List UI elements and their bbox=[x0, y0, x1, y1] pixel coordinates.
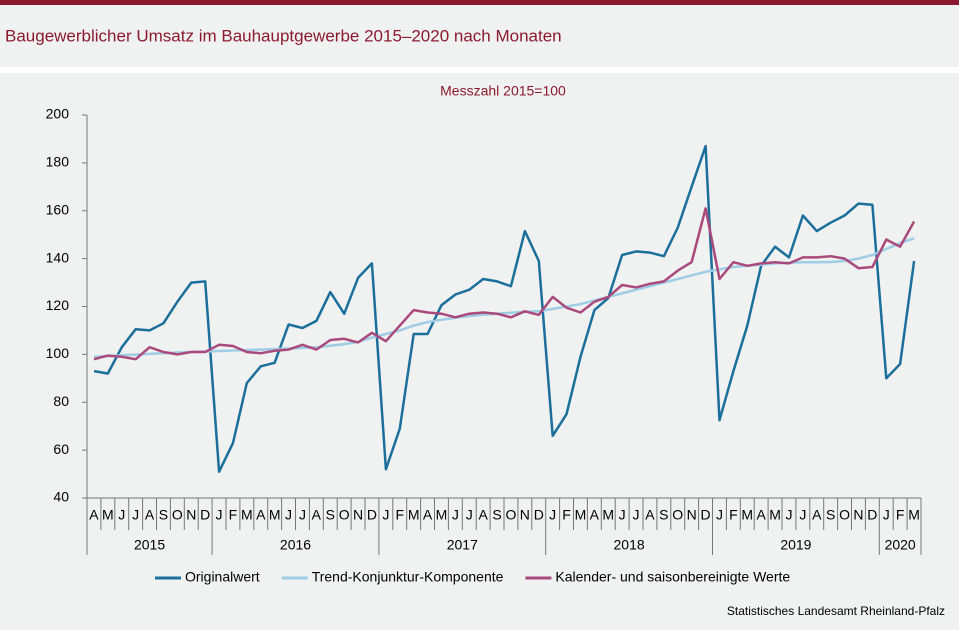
x-tick-label: N bbox=[186, 507, 196, 523]
x-tick-label: M bbox=[269, 507, 281, 523]
x-tick-label: M bbox=[769, 507, 781, 523]
source: Statistisches Landesamt Rheinland-Pfalz bbox=[727, 604, 945, 618]
x-tick-label: J bbox=[619, 507, 626, 523]
x-tick-label: N bbox=[687, 507, 697, 523]
x-tick-label: D bbox=[200, 507, 210, 523]
x-tick-label: O bbox=[506, 507, 517, 523]
x-tick-label: F bbox=[562, 507, 571, 523]
x-tick-label: O bbox=[172, 507, 183, 523]
x-tick-label: J bbox=[118, 507, 125, 523]
x-group-label: 2018 bbox=[614, 537, 645, 553]
y-tick-label: 120 bbox=[46, 297, 70, 313]
x-tick-label: F bbox=[896, 507, 905, 523]
x-tick-label: M bbox=[602, 507, 614, 523]
x-tick-label: A bbox=[312, 507, 322, 523]
x-tick-label: A bbox=[145, 507, 155, 523]
y-tick-label: 60 bbox=[53, 441, 69, 457]
x-tick-label: M bbox=[102, 507, 114, 523]
x-group-label: 2020 bbox=[885, 537, 916, 553]
legend-label: Originalwert bbox=[185, 569, 260, 585]
x-tick-label: N bbox=[353, 507, 363, 523]
x-tick-label: A bbox=[423, 507, 433, 523]
x-tick-label: D bbox=[534, 507, 544, 523]
x-tick-label: J bbox=[132, 507, 139, 523]
x-tick-label: J bbox=[216, 507, 223, 523]
top-bar bbox=[0, 0, 959, 5]
x-tick-label: S bbox=[159, 507, 168, 523]
chart-subtitle: Messzahl 2015=100 bbox=[440, 83, 566, 99]
x-group-label: 2017 bbox=[447, 537, 478, 553]
x-tick-label: M bbox=[241, 507, 253, 523]
x-tick-label: S bbox=[659, 507, 668, 523]
legend-label: Trend-Konjunktur-Komponente bbox=[312, 569, 504, 585]
x-tick-label: S bbox=[326, 507, 335, 523]
x-tick-label: J bbox=[785, 507, 792, 523]
x-tick-label: A bbox=[256, 507, 266, 523]
x-tick-label: S bbox=[826, 507, 835, 523]
x-tick-label: N bbox=[520, 507, 530, 523]
x-tick-label: A bbox=[812, 507, 822, 523]
x-tick-label: M bbox=[908, 507, 920, 523]
x-tick-label: N bbox=[853, 507, 863, 523]
x-tick-label: M bbox=[575, 507, 587, 523]
x-group-label: 2016 bbox=[280, 537, 311, 553]
x-tick-label: D bbox=[367, 507, 377, 523]
chart-title: Baugewerblicher Umsatz im Bauhauptgewerb… bbox=[5, 26, 562, 45]
series-line bbox=[93, 144, 916, 473]
x-tick-label: J bbox=[799, 507, 806, 523]
x-tick-label: J bbox=[716, 507, 723, 523]
legend-label: Kalender- und saisonbereinigte Werte bbox=[555, 569, 790, 585]
x-tick-label: J bbox=[299, 507, 306, 523]
x-tick-label: D bbox=[700, 507, 710, 523]
x-tick-label: J bbox=[452, 507, 459, 523]
x-tick-label: A bbox=[645, 507, 655, 523]
x-tick-label: J bbox=[883, 507, 890, 523]
x-tick-label: A bbox=[478, 507, 488, 523]
x-tick-label: J bbox=[382, 507, 389, 523]
x-tick-label: M bbox=[408, 507, 420, 523]
x-group-label: 2015 bbox=[134, 537, 165, 553]
x-tick-label: A bbox=[590, 507, 600, 523]
x-tick-label: F bbox=[729, 507, 738, 523]
y-tick-label: 160 bbox=[46, 201, 70, 217]
x-tick-label: J bbox=[285, 507, 292, 523]
x-tick-label: O bbox=[839, 507, 850, 523]
y-tick-label: 40 bbox=[53, 489, 69, 505]
y-tick-label: 80 bbox=[53, 393, 69, 409]
x-tick-label: D bbox=[867, 507, 877, 523]
x-tick-label: O bbox=[672, 507, 683, 523]
series-line bbox=[93, 207, 916, 361]
x-tick-label: F bbox=[395, 507, 404, 523]
x-tick-label: J bbox=[549, 507, 556, 523]
y-tick-label: 100 bbox=[46, 345, 70, 361]
x-tick-label: J bbox=[466, 507, 473, 523]
x-tick-label: O bbox=[339, 507, 350, 523]
y-tick-label: 140 bbox=[46, 249, 70, 265]
y-tick-label: 180 bbox=[46, 154, 70, 170]
x-group-label: 2019 bbox=[780, 537, 811, 553]
x-tick-label: S bbox=[492, 507, 501, 523]
x-tick-label: M bbox=[741, 507, 753, 523]
y-tick-label: 200 bbox=[46, 106, 70, 122]
separator bbox=[0, 67, 959, 73]
x-tick-label: A bbox=[756, 507, 766, 523]
x-tick-label: F bbox=[229, 507, 238, 523]
x-tick-label: A bbox=[89, 507, 99, 523]
x-tick-label: J bbox=[633, 507, 640, 523]
x-tick-label: M bbox=[436, 507, 448, 523]
